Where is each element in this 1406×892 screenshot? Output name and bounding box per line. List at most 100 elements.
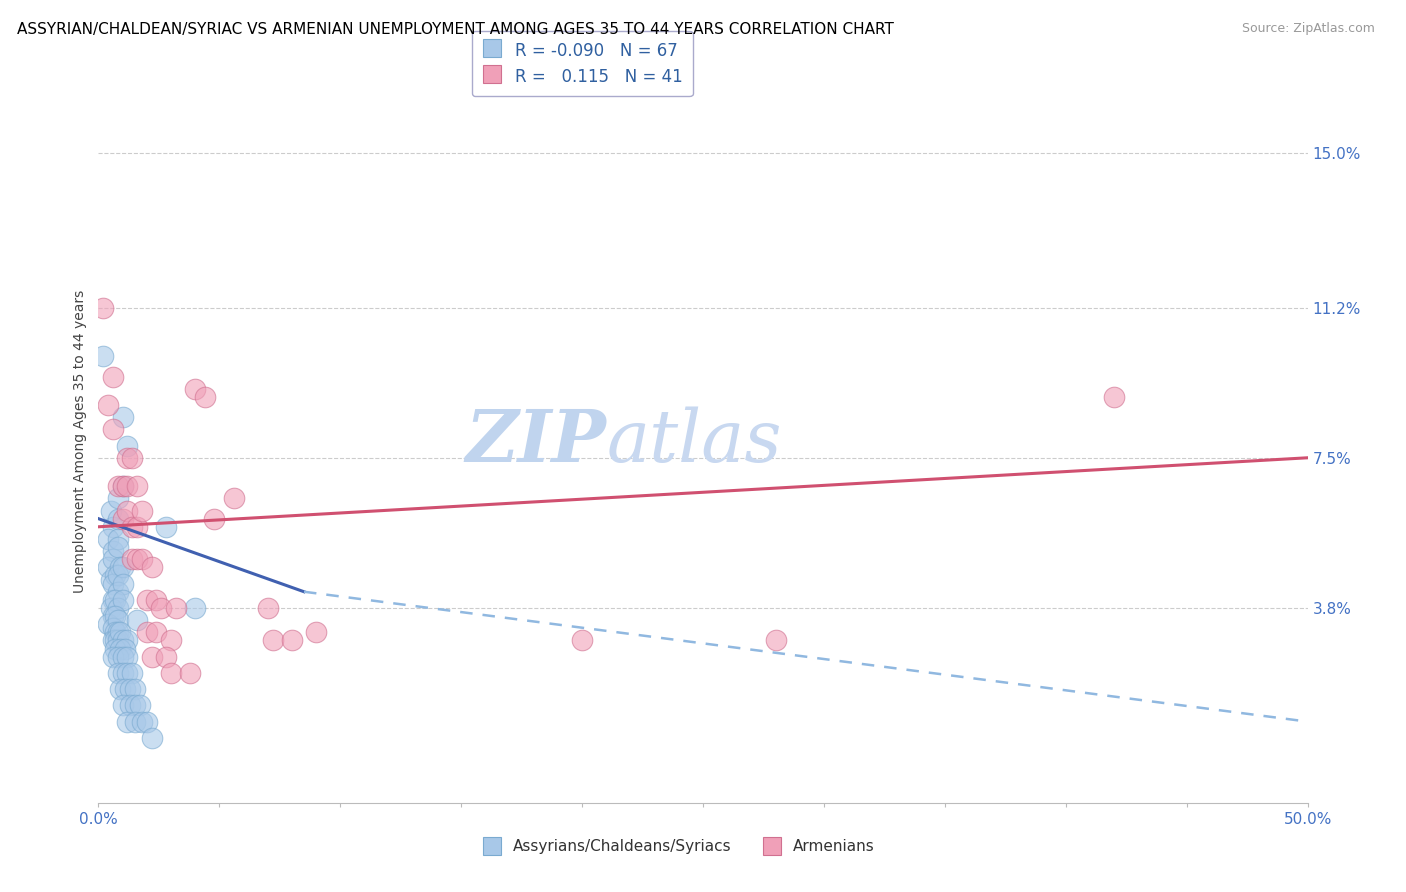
- Point: [305, 625, 328, 640]
- Point: [107, 584, 129, 599]
- Point: [117, 649, 139, 664]
- Point: [135, 592, 157, 607]
- Point: [107, 532, 129, 546]
- Point: [104, 568, 127, 582]
- Point: [108, 641, 131, 656]
- Point: [97, 560, 120, 574]
- Point: [184, 382, 207, 396]
- Point: [97, 398, 120, 412]
- Text: Source: ZipAtlas.com: Source: ZipAtlas.com: [1241, 22, 1375, 36]
- Point: [111, 560, 134, 574]
- Point: [117, 450, 139, 465]
- Point: [160, 665, 183, 680]
- Point: [281, 633, 304, 648]
- Point: [104, 592, 127, 607]
- Point: [107, 613, 129, 627]
- Point: [101, 422, 124, 436]
- Point: [117, 665, 139, 680]
- Legend: Assyrians/Chaldeans/Syriacs, Armenians: Assyrians/Chaldeans/Syriacs, Armenians: [477, 833, 882, 860]
- Point: [101, 592, 124, 607]
- Point: [141, 731, 163, 745]
- Point: [155, 520, 177, 534]
- Text: atlas: atlas: [606, 406, 782, 477]
- Point: [128, 698, 150, 713]
- Point: [111, 479, 134, 493]
- Point: [104, 609, 127, 624]
- Point: [107, 633, 129, 648]
- Y-axis label: Unemployment Among Ages 35 to 44 years: Unemployment Among Ages 35 to 44 years: [73, 290, 87, 593]
- Point: [131, 503, 153, 517]
- Point: [111, 698, 134, 713]
- Point: [101, 609, 124, 624]
- Text: ASSYRIAN/CHALDEAN/SYRIAC VS ARMENIAN UNEMPLOYMENT AMONG AGES 35 TO 44 YEARS CORR: ASSYRIAN/CHALDEAN/SYRIAC VS ARMENIAN UNE…: [17, 22, 894, 37]
- Point: [107, 491, 129, 506]
- Point: [111, 665, 134, 680]
- Point: [571, 633, 593, 648]
- Point: [104, 641, 127, 656]
- Point: [97, 532, 120, 546]
- Point: [111, 410, 134, 425]
- Point: [117, 479, 139, 493]
- Point: [131, 552, 153, 566]
- Point: [107, 601, 129, 615]
- Point: [100, 601, 122, 615]
- Point: [135, 714, 157, 729]
- Point: [127, 520, 149, 534]
- Point: [121, 450, 143, 465]
- Point: [107, 625, 129, 640]
- Point: [111, 649, 134, 664]
- Point: [117, 633, 139, 648]
- Point: [101, 520, 124, 534]
- Point: [107, 479, 129, 493]
- Point: [104, 625, 127, 640]
- Point: [150, 601, 173, 615]
- Point: [127, 613, 149, 627]
- Point: [111, 633, 134, 648]
- Point: [91, 349, 114, 363]
- Point: [107, 540, 129, 554]
- Point: [101, 633, 124, 648]
- Point: [101, 369, 124, 384]
- Point: [111, 511, 134, 525]
- Point: [118, 682, 141, 697]
- Point: [117, 439, 139, 453]
- Point: [765, 633, 787, 648]
- Point: [108, 682, 131, 697]
- Point: [165, 601, 187, 615]
- Point: [127, 552, 149, 566]
- Point: [107, 665, 129, 680]
- Point: [262, 633, 284, 648]
- Point: [117, 714, 139, 729]
- Point: [155, 649, 177, 664]
- Point: [91, 301, 114, 315]
- Point: [107, 649, 129, 664]
- Point: [101, 649, 124, 664]
- Point: [124, 682, 146, 697]
- Point: [117, 503, 139, 517]
- Point: [101, 621, 124, 635]
- Point: [124, 714, 146, 729]
- Point: [108, 560, 131, 574]
- Point: [160, 633, 183, 648]
- Point: [118, 698, 141, 713]
- Point: [145, 592, 167, 607]
- Point: [101, 576, 124, 591]
- Point: [108, 625, 131, 640]
- Point: [256, 601, 278, 615]
- Point: [127, 479, 149, 493]
- Point: [111, 592, 134, 607]
- Point: [114, 641, 136, 656]
- Point: [107, 568, 129, 582]
- Point: [121, 520, 143, 534]
- Point: [131, 714, 153, 729]
- Point: [114, 682, 136, 697]
- Point: [104, 633, 127, 648]
- Point: [184, 601, 207, 615]
- Point: [179, 665, 201, 680]
- Point: [135, 625, 157, 640]
- Point: [1102, 390, 1125, 404]
- Point: [124, 698, 146, 713]
- Point: [111, 576, 134, 591]
- Point: [222, 491, 245, 506]
- Point: [145, 625, 167, 640]
